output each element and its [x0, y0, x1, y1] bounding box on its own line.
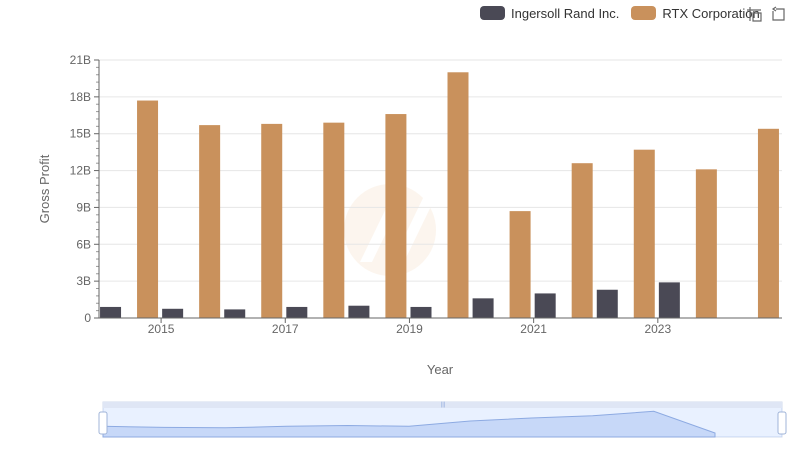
legend-swatch-ingersoll — [480, 6, 505, 20]
legend-item-rtx[interactable]: RTX Corporation — [631, 5, 760, 21]
x-tick-label: 2017 — [272, 322, 299, 336]
zoom-handle-left[interactable] — [98, 411, 108, 435]
legend-label-rtx: RTX Corporation — [662, 5, 760, 21]
bar-rtx-2018[interactable] — [385, 114, 407, 318]
bar-rtx-2021[interactable] — [571, 163, 593, 318]
legend-label-ingersoll: Ingersoll Rand Inc. — [511, 5, 620, 21]
y-tick-label: 9B — [76, 200, 91, 214]
bar-ingersoll-2021[interactable] — [534, 293, 556, 318]
zoom-top-bar[interactable] — [103, 402, 782, 408]
zoom-icon[interactable] — [746, 6, 762, 22]
y-tick-label: 18B — [70, 90, 91, 104]
bar-ingersoll-2017[interactable] — [286, 306, 308, 318]
toolbox — [746, 6, 786, 22]
bar-rtx-2024[interactable] — [757, 128, 779, 318]
legend-swatch-rtx — [631, 6, 657, 20]
data-zoom-slider[interactable]: ||| — [98, 401, 787, 438]
x-tick-label: 2021 — [520, 322, 547, 336]
y-tick-label: 3B — [76, 274, 91, 288]
bar-rtx-2014[interactable] — [137, 100, 159, 319]
y-axis-title: Gross Profit — [37, 154, 52, 223]
x-tick-label: 2019 — [396, 322, 423, 336]
bar-ingersoll-2018[interactable] — [348, 305, 370, 318]
bar-rtx-2016[interactable] — [261, 123, 283, 318]
legend-item-ingersoll[interactable]: Ingersoll Rand Inc. — [480, 6, 619, 21]
x-axis-title: Year — [427, 362, 454, 377]
restore-icon[interactable] — [770, 6, 786, 22]
bar-ingersoll-2019[interactable] — [410, 306, 432, 318]
zoom-grip[interactable]: ||| — [441, 402, 446, 408]
legend: Ingersoll Rand Inc. RTX Corporation — [480, 4, 760, 22]
bar-rtx-2015[interactable] — [199, 125, 221, 318]
y-tick-label: 6B — [76, 237, 91, 251]
x-tick-label: 2015 — [148, 322, 175, 336]
bar-ingersoll-2015[interactable] — [162, 308, 184, 318]
x-tick-label: 2023 — [644, 322, 671, 336]
y-tick-label: 21B — [70, 53, 91, 67]
bar-ingersoll-2014[interactable] — [100, 306, 122, 318]
bar-ingersoll-2016[interactable] — [224, 309, 246, 318]
bar-rtx-2017[interactable] — [323, 122, 345, 319]
zoom-selection[interactable] — [103, 408, 782, 437]
bar-rtx-2019[interactable] — [447, 72, 469, 319]
y-tick-label: 0 — [84, 311, 91, 325]
y-tick-label: 12B — [70, 164, 91, 178]
zoom-preview-area — [102, 410, 716, 438]
bar-ingersoll-2020[interactable] — [472, 298, 494, 318]
bar-rtx-2022[interactable] — [633, 149, 655, 318]
bar-ingersoll-2022[interactable] — [596, 289, 618, 318]
bar-rtx-2020[interactable] — [509, 211, 531, 318]
zoom-handle-right[interactable] — [777, 411, 787, 435]
bar-rtx-2023[interactable] — [695, 169, 717, 318]
y-tick-label: 15B — [70, 127, 91, 141]
bar-ingersoll-2023[interactable] — [658, 282, 680, 318]
